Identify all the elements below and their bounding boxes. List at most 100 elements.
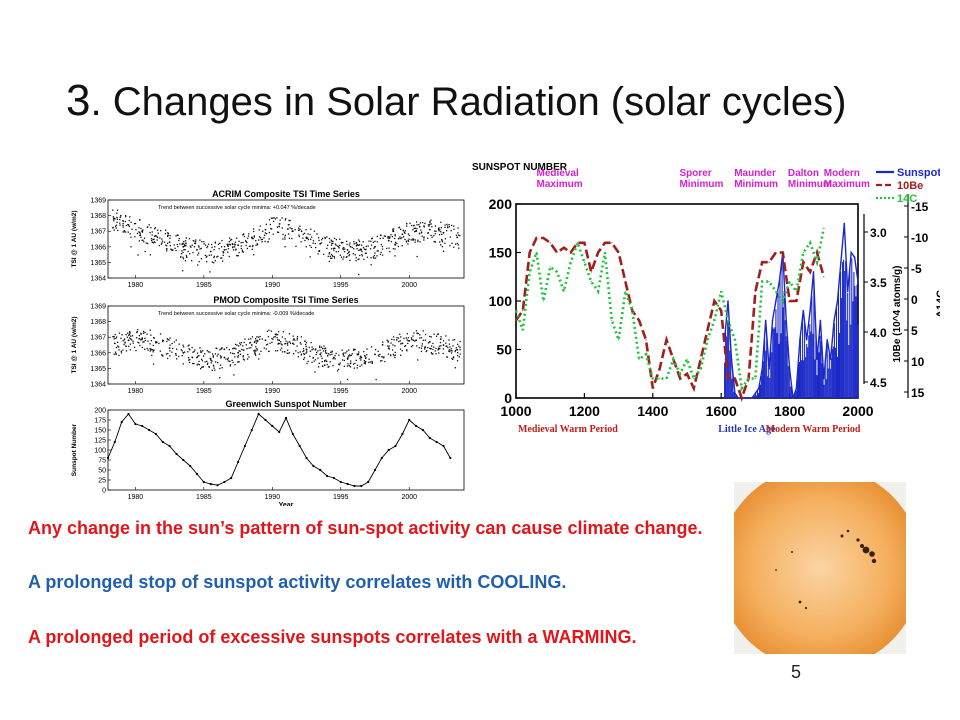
tsi-data-point (214, 260, 216, 262)
tsi-data-point (390, 342, 392, 344)
tsi-data-point (230, 238, 233, 241)
tsi-data-point (256, 244, 259, 246)
tsi-data-point (284, 343, 286, 345)
tsi-data-point (422, 330, 424, 332)
tsi-data-point (457, 234, 460, 236)
tsi-data-point (279, 349, 282, 351)
tsi-data-point (264, 240, 266, 243)
tsi-data-point (206, 363, 209, 365)
sunspot-point (768, 368, 770, 370)
sunspot-point (367, 480, 370, 484)
tsi-data-point (269, 342, 271, 344)
tsi-data-point (330, 253, 333, 256)
tsi-data-point (271, 341, 273, 343)
tsi-data-point (429, 223, 431, 226)
tsi-data-point (181, 355, 183, 357)
tsi-data-point (364, 355, 366, 358)
tsi-data-point (391, 349, 394, 351)
tsi-data-point (391, 236, 393, 238)
tsi-data-point (394, 354, 397, 356)
c14-point (823, 227, 825, 229)
tsi-data-point (328, 260, 330, 263)
tsi-data-point (389, 236, 391, 238)
tsi-data-point (112, 335, 114, 338)
tsi-mean-point (113, 342, 116, 345)
tsi-data-point (304, 239, 306, 242)
tsi-data-point (418, 347, 420, 349)
tsi-data-point (371, 361, 373, 364)
tsi-data-point (118, 354, 120, 357)
tsi-data-point (119, 218, 121, 221)
tsi-data-point (171, 342, 173, 345)
be-point (775, 251, 777, 254)
tsi-data-point (256, 243, 258, 245)
tsi-data-point (305, 342, 308, 344)
tsi-data-point (348, 254, 351, 256)
tsi-mean-point (319, 242, 322, 245)
be-point (535, 237, 538, 239)
tsi-data-point (243, 359, 245, 361)
tsi-data-point (277, 231, 280, 233)
tsi-data-point (125, 224, 127, 227)
tsi-data-point (373, 255, 376, 257)
x-tick-label: 1985 (196, 282, 212, 289)
title-number: 3 (66, 76, 91, 125)
y-tick-label: 0 (102, 488, 106, 495)
tsi-data-point (379, 353, 381, 356)
x-tick-label: 1985 (196, 388, 212, 395)
tsi-data-point (140, 227, 142, 230)
tsi-data-point (430, 352, 433, 354)
tsi-data-point (300, 343, 302, 345)
tsi-data-point (277, 343, 279, 345)
x-tick-label: 1980 (128, 282, 144, 289)
tsi-data-point (210, 359, 212, 362)
tsi-mean-point (155, 341, 157, 343)
tsi-data-point (284, 219, 286, 221)
tsi-data-point (427, 224, 430, 226)
tsi-data-point (226, 347, 228, 349)
tsi-data-point (392, 336, 395, 338)
be-point (583, 242, 585, 244)
tsi-data-point (248, 233, 250, 235)
sunspot-point (127, 412, 130, 416)
tsi-data-point (152, 344, 154, 347)
be-point (754, 290, 756, 292)
tsi-data-point (250, 347, 252, 349)
tsi-data-point (115, 224, 118, 226)
tsi-data-point (146, 333, 148, 335)
tsi-mean-point (196, 249, 198, 251)
tsi-data-point (213, 262, 215, 264)
y-tick-label: 0 (504, 390, 512, 406)
tsi-data-point (259, 338, 261, 340)
tsi-data-point (327, 366, 329, 368)
tsi-data-point (312, 357, 314, 359)
tsi-data-point (214, 369, 216, 371)
sunspot-point (189, 464, 192, 468)
tsi-data-point (412, 339, 415, 341)
tsi-data-point (419, 222, 421, 224)
tsi-data-point (400, 237, 402, 240)
tsi-data-point (263, 237, 265, 239)
tsi-data-point (357, 258, 359, 261)
legend-label: 10Be (897, 180, 923, 192)
tsi-data-point (171, 351, 173, 353)
x-tick-label: 2000 (401, 388, 417, 395)
tsi-data-point (358, 258, 360, 260)
tsi-data-point (426, 350, 428, 352)
tsi-data-point (239, 342, 241, 344)
tsi-data-point (178, 239, 180, 242)
tsi-data-point (166, 242, 169, 244)
x-tick-label: 2000 (842, 403, 873, 419)
tsi-data-point (371, 238, 373, 240)
c14-point (590, 281, 592, 283)
c14-point (556, 271, 558, 273)
tsi-data-point (433, 240, 435, 243)
tsi-data-point (348, 244, 351, 246)
tsi-data-point (220, 348, 222, 350)
tsi-data-point (276, 350, 279, 352)
tsi-data-point (329, 361, 331, 363)
tsi-data-point (343, 355, 345, 357)
c14-point (748, 378, 750, 380)
tsi-data-point (197, 254, 199, 256)
